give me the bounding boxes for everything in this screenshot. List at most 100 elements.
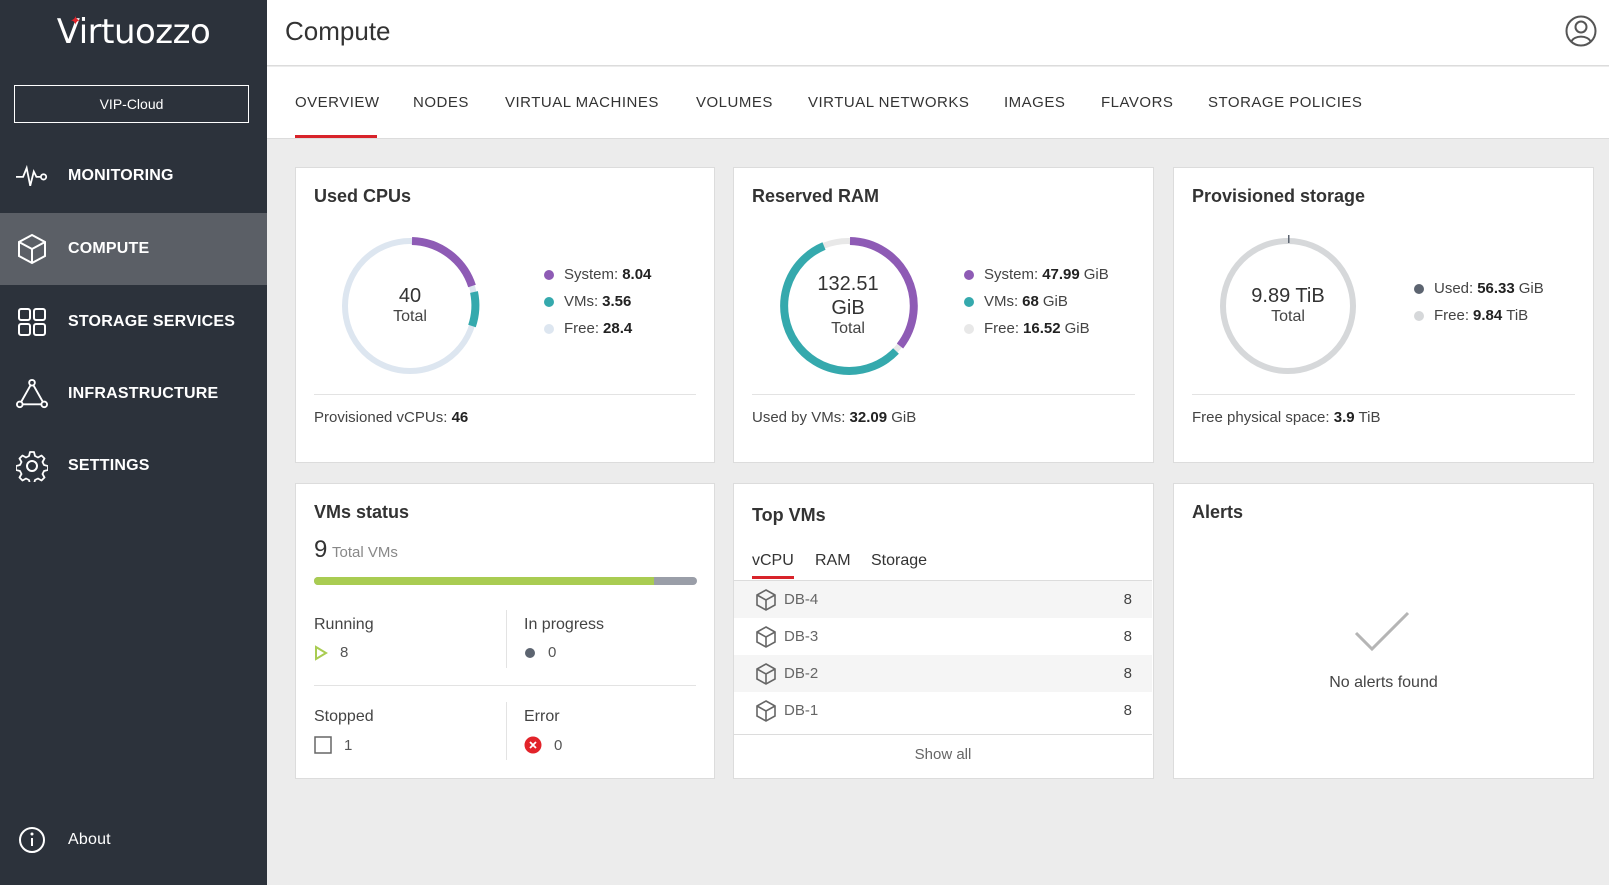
vms-running-bar-fill: [314, 577, 655, 585]
stopped-value: 1: [344, 736, 353, 754]
card-title: VMs status: [314, 502, 410, 522]
list-item[interactable]: DB-1 8: [734, 692, 1152, 729]
free-physical-space: Free physical space: 3.9 TiB: [1192, 409, 1380, 426]
storage-total-value: 9.89 TiB: [1251, 285, 1325, 307]
play-icon: [314, 644, 328, 661]
list-item[interactable]: DB-3 8: [734, 618, 1152, 655]
legend-label: System:: [984, 266, 1039, 283]
sidebar-item-storage-services[interactable]: STORAGE SERVICES: [0, 286, 267, 358]
sidebar-item-label: About: [68, 831, 111, 848]
total-vms-label: Total VMs: [332, 544, 398, 561]
tab-nodes[interactable]: NODES: [413, 94, 469, 111]
legend-unit: GiB: [1518, 280, 1544, 297]
vm-name: DB-1: [784, 702, 819, 719]
subtab-storage[interactable]: Storage: [871, 552, 928, 569]
sidebar-item-settings[interactable]: SETTINGS: [0, 430, 267, 502]
virtuozzo-logo[interactable]: ✦ Virtuozzo: [0, 12, 267, 52]
vms-status-card: VMs status 9 Total VMs Running 8 In prog…: [295, 483, 715, 779]
running-count[interactable]: 8: [314, 644, 348, 661]
legend-dot: [1414, 310, 1424, 321]
footer-value: 46: [451, 409, 469, 426]
show-all-link[interactable]: Show all: [734, 734, 1152, 780]
sidebar-item-compute[interactable]: COMPUTE: [0, 213, 267, 285]
stopped-label: Stopped: [314, 708, 374, 725]
footer-unit: TiB: [1358, 409, 1381, 426]
in-progress-count[interactable]: 0: [524, 644, 556, 661]
legend-item-free: Free: 9.84 TiB: [1414, 302, 1544, 329]
tab-virtual-networks[interactable]: VIRTUAL NETWORKS: [808, 94, 970, 111]
legend-value: 8.04: [622, 266, 652, 283]
vm-value: 8: [1123, 628, 1132, 645]
legend-value: 68: [1022, 293, 1039, 310]
legend-dot: [544, 323, 554, 334]
legend-unit: GiB: [1083, 266, 1109, 283]
cube-icon: [16, 233, 48, 265]
legend-value: 9.84: [1473, 307, 1503, 324]
logo-text: Virtuozzo: [56, 12, 211, 52]
stopped-count[interactable]: 1: [314, 736, 352, 754]
tab-flavors[interactable]: FLAVORS: [1101, 94, 1174, 111]
legend-item-vms: VMs: 3.56: [544, 288, 651, 315]
list-item[interactable]: DB-2 8: [734, 655, 1152, 692]
cpu-total-value: 40: [398, 285, 422, 307]
checkmark-icon: [1354, 609, 1410, 658]
vms-status-bar: [314, 577, 697, 585]
sidebar-item-label: INFRASTRUCTURE: [68, 385, 219, 402]
in-progress-value: 0: [548, 644, 557, 661]
subtab-ram[interactable]: RAM: [815, 552, 851, 569]
ram-system-segment: [849, 237, 918, 349]
legend-item-free: Free: 28.4: [544, 315, 651, 342]
vm-cube-icon: [754, 699, 778, 723]
sidebar-item-monitoring[interactable]: MONITORING: [0, 140, 267, 212]
total-vms-count: 9: [314, 536, 328, 563]
legend-value: 16.52: [1023, 320, 1061, 337]
tab-images[interactable]: IMAGES: [1004, 94, 1066, 111]
sidebar-item-about[interactable]: About: [0, 815, 267, 865]
sidebar-item-infrastructure[interactable]: INFRASTRUCTURE: [0, 358, 267, 430]
status-divider: [506, 702, 507, 760]
triangle-nodes-icon: [16, 378, 48, 410]
tab-volumes[interactable]: VOLUMES: [696, 94, 773, 111]
subtab-vcpu[interactable]: vCPU: [752, 552, 794, 569]
running-label: Running: [314, 616, 374, 633]
storage-total-label: Total: [1271, 308, 1305, 325]
cpu-vms-segment: [468, 291, 480, 328]
legend-dot: [964, 296, 974, 307]
square-icon: [314, 736, 332, 754]
error-icon: [524, 736, 542, 754]
used-by-vms: Used by VMs: 32.09 GiB: [752, 409, 916, 426]
user-avatar-icon[interactable]: [1565, 15, 1597, 47]
cloud-selector-button[interactable]: VIP-Cloud: [14, 85, 249, 123]
alerts-card: Alerts No alerts found: [1173, 483, 1594, 779]
legend-item-used: Used: 56.33 GiB: [1414, 275, 1544, 302]
vm-name: DB-4: [784, 591, 819, 608]
sidebar-item-label: SETTINGS: [68, 457, 150, 474]
legend-unit: GiB: [1042, 293, 1068, 310]
storage-legend: Used: 56.33 GiB Free: 9.84 TiB: [1414, 275, 1544, 329]
sidebar-item-label: COMPUTE: [68, 240, 150, 257]
vm-cube-icon: [754, 625, 778, 649]
ram-total-value: 132.51: [817, 273, 879, 295]
storage-donut-chart: [1220, 235, 1356, 374]
list-item[interactable]: DB-4 8: [734, 581, 1152, 618]
legend-dot: [1414, 283, 1424, 294]
legend-label: VMs:: [984, 293, 1019, 310]
grid-icon: [16, 306, 48, 338]
tab-storage-policies[interactable]: STORAGE POLICIES: [1208, 94, 1363, 111]
sidebar-item-label: STORAGE SERVICES: [68, 313, 236, 330]
tab-overview[interactable]: OVERVIEW: [295, 94, 380, 111]
tab-virtual-machines[interactable]: VIRTUAL MACHINES: [505, 94, 659, 111]
card-divider: [1192, 394, 1575, 395]
legend-unit: TiB: [1506, 307, 1529, 324]
cpu-total-label: Total: [393, 308, 427, 325]
legend-label: Used:: [1434, 280, 1474, 297]
error-count[interactable]: 0: [524, 736, 562, 754]
logo-mark-icon: ✦: [70, 14, 81, 29]
cpu-donut-center: 40 Total: [338, 284, 482, 326]
reserved-ram-card: Reserved RAM 132.51 GiB Total System: 47.…: [733, 167, 1154, 463]
card-title: Alerts: [1192, 502, 1244, 522]
ram-vms-segment: [780, 242, 899, 375]
ram-donut-chart: [780, 237, 918, 375]
card-divider: [314, 685, 696, 686]
card-divider: [752, 394, 1135, 395]
